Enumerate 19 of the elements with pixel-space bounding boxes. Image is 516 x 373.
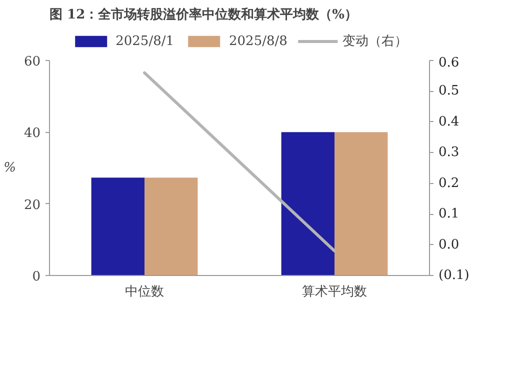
chart-title: 图 12：全市场转股溢价率中位数和算术平均数（%） [50,6,358,22]
y-tick-label: 40 [24,126,41,142]
y2-tick-label: 0.3 [438,145,460,160]
y-tick-label: 60 [24,54,41,70]
y-tick-label: 20 [24,198,41,213]
legend-label: 2025/8/1 [116,34,174,48]
y-tick-label: 0 [32,270,41,284]
x-tick-label: 中位数 [125,284,164,300]
y2-tick-label: 0.6 [438,56,460,70]
legend-label: 变动（右） [342,33,408,50]
y2-tick-label: 0.4 [438,114,460,130]
legend-label: 2025/8/8 [229,34,288,48]
y2-tick-label: 0.5 [438,84,460,99]
y2-tick-label: 0.2 [438,176,460,191]
y2-tick-label: (0.1) [438,268,470,283]
y2-tick-label: 0.1 [438,206,460,222]
y-axis-title: % [4,160,16,176]
y2-tick-label: 0.0 [438,237,460,252]
x-tick-label: 算术平均数 [302,284,367,300]
